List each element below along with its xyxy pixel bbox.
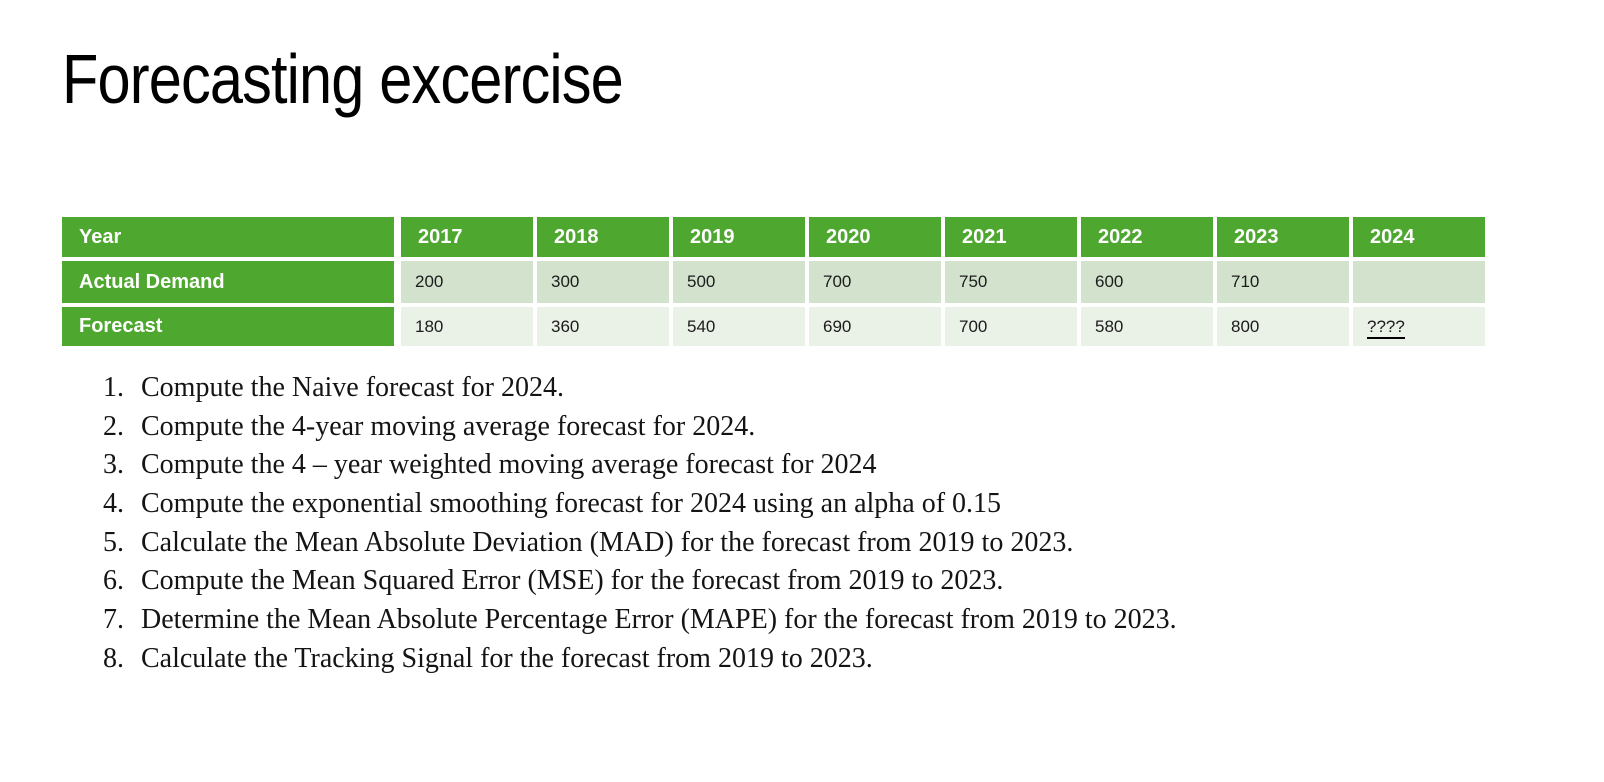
question-1-text: Compute the Naive forecast for 2024. [141, 372, 564, 403]
row-label-forecast: Forecast [62, 307, 397, 346]
header-cell-2023: 2023 [1217, 217, 1349, 257]
actual-2017: 200 [401, 261, 533, 303]
actual-2023: 710 [1217, 261, 1349, 303]
forecast-2017: 180 [401, 307, 533, 346]
forecast-2018: 360 [537, 307, 669, 346]
actual-2024 [1353, 261, 1485, 303]
table-row-actual-demand: Actual Demand 200 300 500 700 750 600 71… [62, 261, 1485, 303]
question-2-text: Compute the 4-year moving average foreca… [141, 410, 756, 442]
header-cell-2021: 2021 [945, 217, 1077, 257]
question-7-text: Determine the Mean Absolute Percentage E… [141, 604, 1177, 636]
forecast-table: Year 2017 2018 2019 2020 2021 2022 2023 … [58, 213, 1489, 350]
question-8-number: 8. [103, 642, 124, 674]
forecast-2020: 690 [809, 307, 941, 346]
question-5-number: 5. [103, 526, 124, 558]
actual-2019: 500 [673, 261, 805, 303]
question-7-number: 7. [103, 604, 124, 636]
header-cell-2018: 2018 [537, 217, 669, 257]
question-4-number: 4. [103, 488, 124, 520]
question-8: 8. Calculate the Tracking Signal for the … [94, 643, 1177, 682]
forecast-2023: 800 [1217, 307, 1349, 346]
question-2-number: 2. [103, 410, 124, 442]
table-row-forecast: Forecast 180 360 540 690 700 580 800 ???… [62, 307, 1485, 346]
question-6-number: 6. [103, 565, 124, 597]
question-3: 3. Compute the 4 – year weighted moving a… [94, 449, 1177, 488]
question-3-text: Compute the 4 – year weighted moving ave… [141, 449, 877, 481]
actual-2018: 300 [537, 261, 669, 303]
question-4: 4. Compute the exponential smoothing fore… [94, 488, 1177, 527]
header-cell-2019: 2019 [673, 217, 805, 257]
header-cell-2022: 2022 [1081, 217, 1213, 257]
header-cell-2017: 2017 [401, 217, 533, 257]
forecast-2019: 540 [673, 307, 805, 346]
question-6-text: Compute the Mean Squared Error (MSE) for… [141, 565, 1004, 597]
forecast-2022: 580 [1081, 307, 1213, 346]
header-cell-2020: 2020 [809, 217, 941, 257]
question-7: 7. Determine the Mean Absolute Percentage… [94, 604, 1177, 643]
question-1: 1. Compute the Naive forecast for 2024. [94, 372, 1177, 411]
page-title: Forecasting excercise [62, 40, 624, 118]
question-5: 5. Calculate the Mean Absolute Deviation … [94, 527, 1177, 566]
table-header-row: Year 2017 2018 2019 2020 2021 2022 2023 … [62, 217, 1485, 257]
actual-2020: 700 [809, 261, 941, 303]
question-8-text: Calculate the Tracking Signal for the fo… [141, 642, 873, 674]
header-cell-year-label: Year [62, 217, 397, 257]
question-2: 2. Compute the 4-year moving average fore… [94, 411, 1177, 450]
question-6: 6. Compute the Mean Squared Error (MSE) f… [94, 565, 1177, 604]
exercise-question-list: 1. Compute the Naive forecast for 2024. 2… [94, 372, 1177, 682]
question-1-number: 1. [103, 372, 124, 403]
question-3-number: 3. [103, 449, 124, 481]
question-5-text: Calculate the Mean Absolute Deviation (M… [141, 526, 1074, 558]
forecast-2021: 700 [945, 307, 1077, 346]
question-4-text: Compute the exponential smoothing foreca… [141, 488, 1002, 520]
header-cell-2024: 2024 [1353, 217, 1485, 257]
forecast-2024-placeholder: ???? [1367, 316, 1405, 339]
actual-2021: 750 [945, 261, 1077, 303]
row-label-actual-demand: Actual Demand [62, 261, 397, 303]
forecast-2024-unknown: ???? [1353, 307, 1485, 346]
actual-2022: 600 [1081, 261, 1213, 303]
